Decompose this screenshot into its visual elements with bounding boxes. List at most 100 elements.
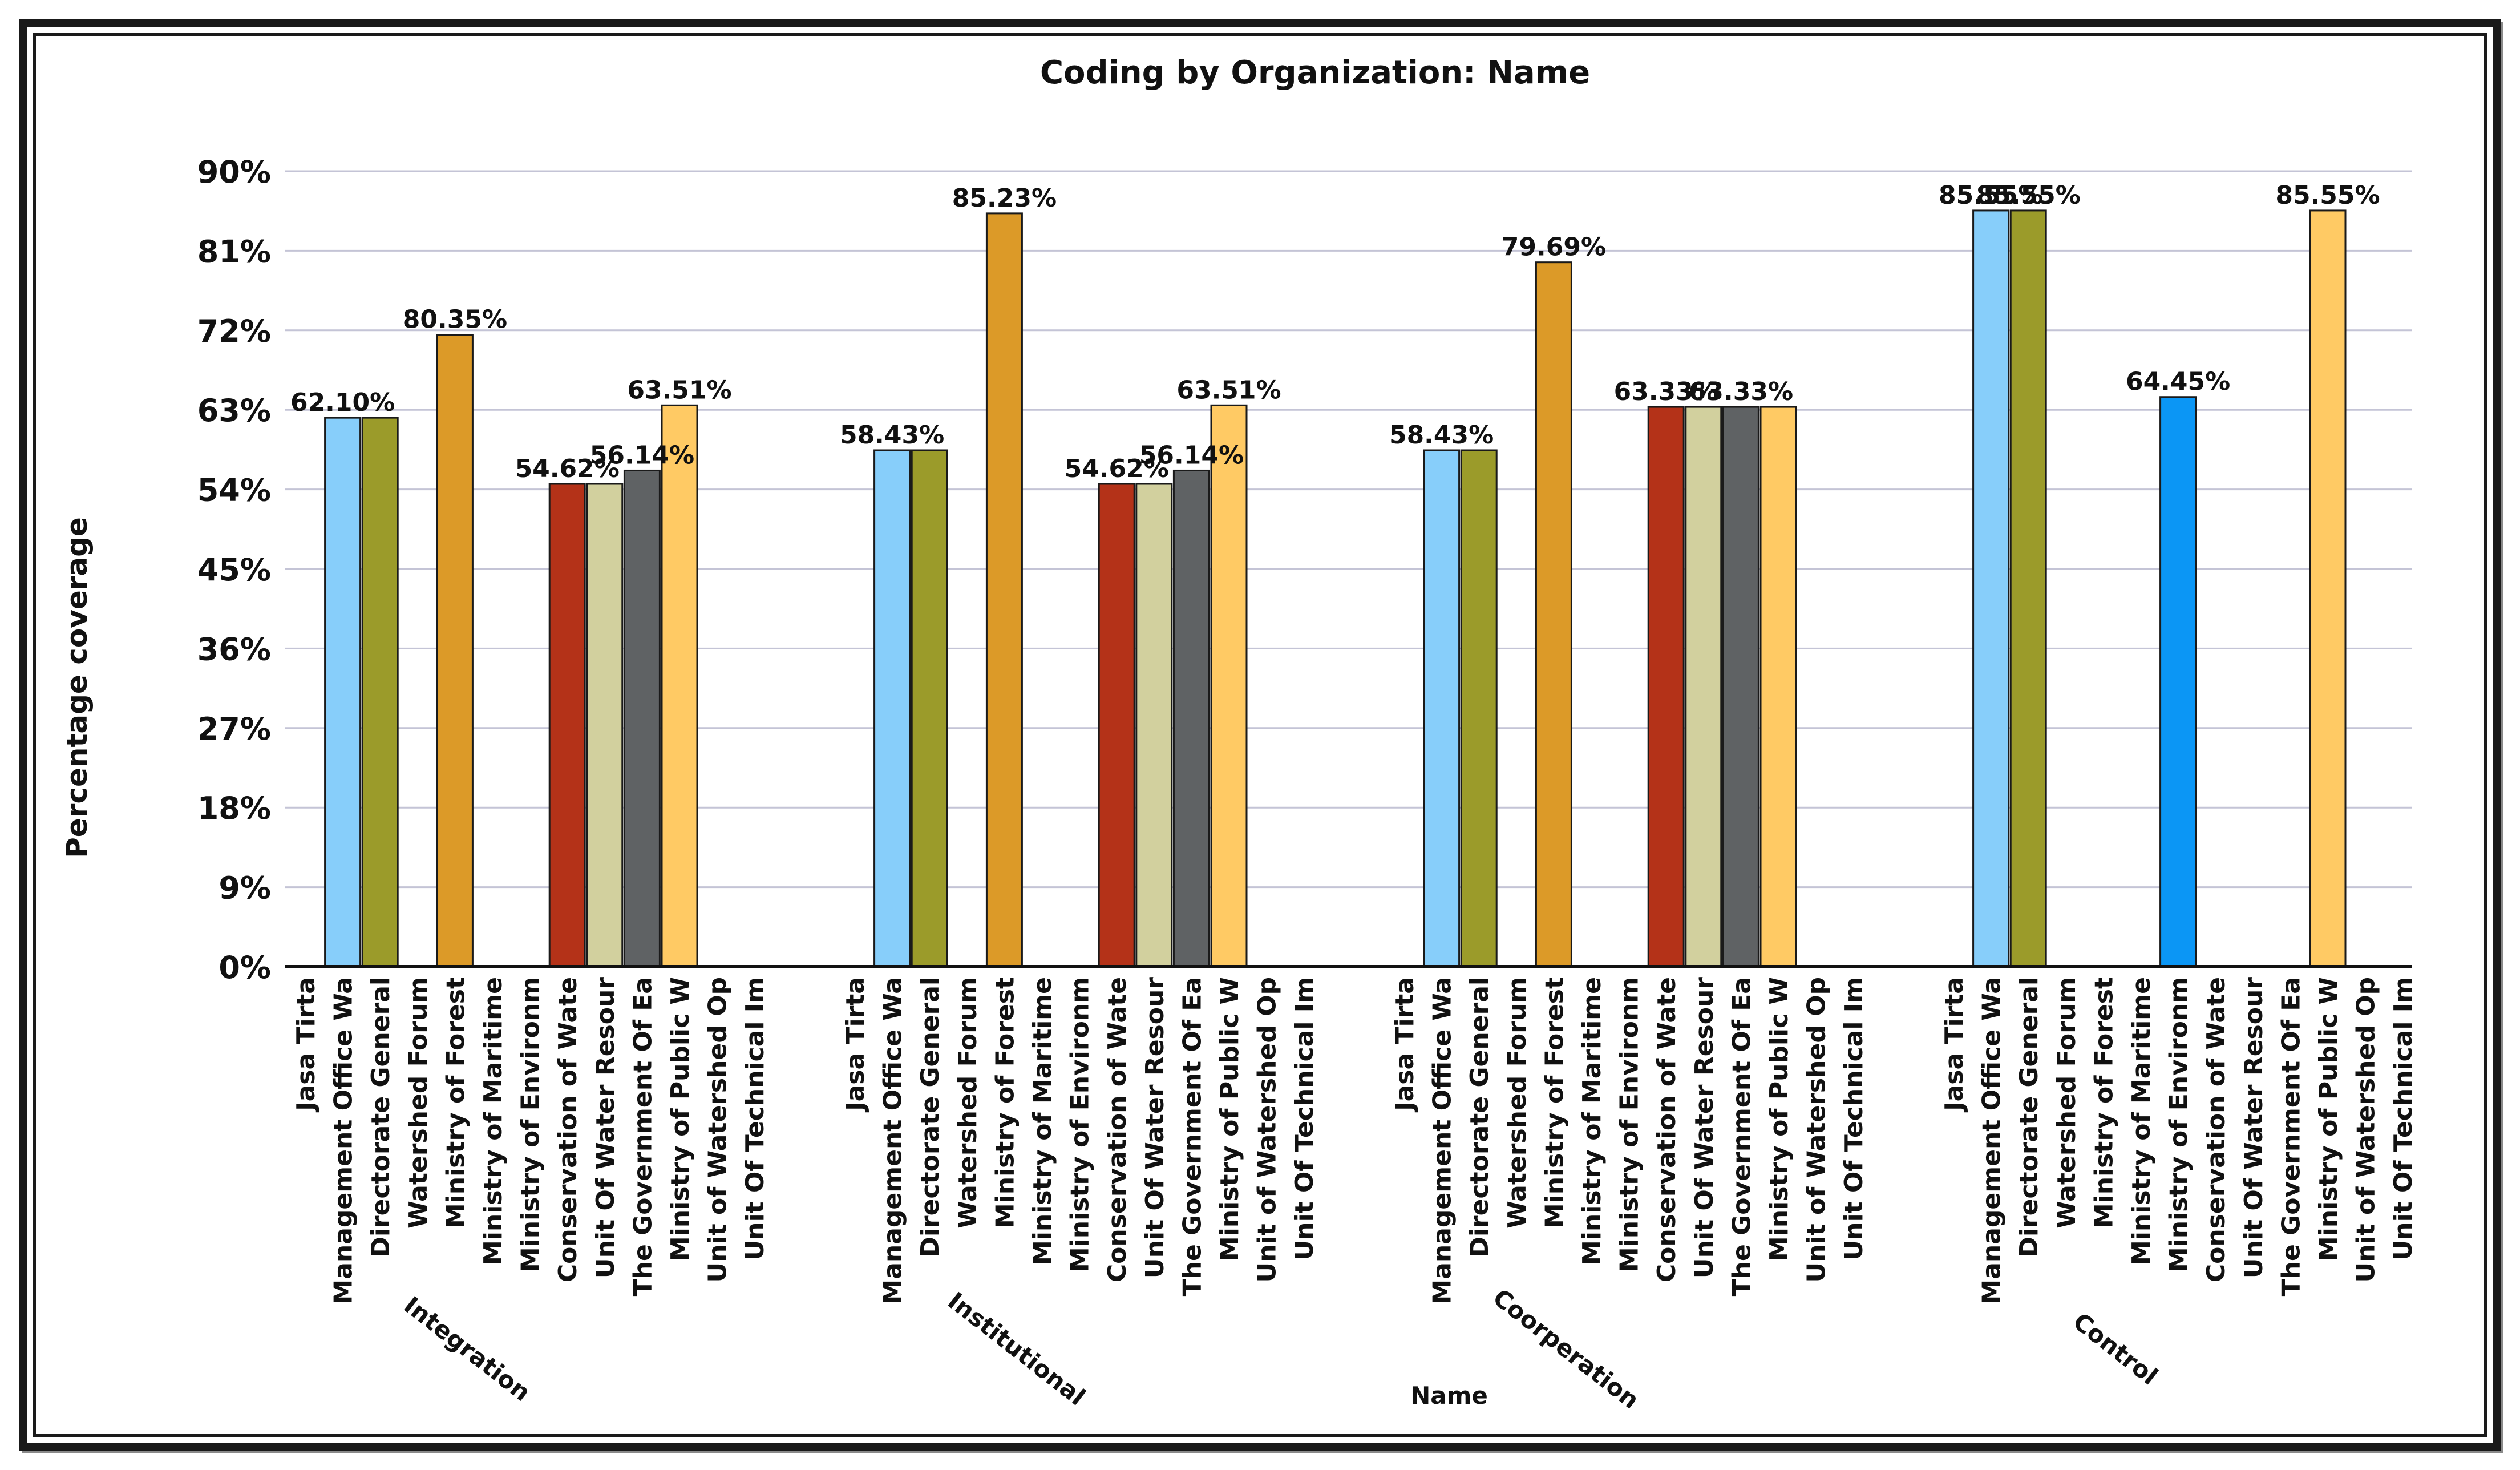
x-axis-category-labels: Jasa Tirta Management Office Wa Directorat… (292, 977, 2418, 1305)
x-tick-label: Watershed Forum (404, 977, 433, 1229)
x-tick-label: Ministry of Maritime (2127, 977, 2156, 1265)
bar-coorperation-directorate-general (1460, 449, 1498, 968)
x-tick-label: Ministry of Environm (1615, 977, 1644, 1272)
x-tick-label: Directorate General (366, 977, 395, 1258)
x-tick-label: Ministry of Environm (1066, 977, 1095, 1272)
bar-integration-ministry-of-forest (436, 334, 474, 968)
data-labels: 62.10%80.35%54.62%56.14%63.51%58.43%85.2… (290, 181, 2380, 483)
x-tick-label: Unit of Watershed Op (1253, 977, 1282, 1282)
x-tick-label: Unit Of Water Resour (1140, 977, 1170, 1278)
x-tick-label: Ministry of Environm (516, 977, 545, 1272)
x-tick-label: Watershed Forum (1503, 977, 1532, 1229)
data-label: 63.33% (1689, 377, 1793, 406)
bar-control-directorate-general (2009, 209, 2047, 968)
x-tick-label: The Government Of Ea (1727, 977, 1756, 1296)
y-tick-label: 0% (219, 950, 271, 986)
x-tick-label: Directorate General (916, 977, 945, 1258)
bar-institutional-ministry-of-forest (985, 212, 1023, 968)
chart-frame-outer (19, 19, 2501, 1451)
x-tick-label: Jasa Tirta (1390, 977, 1419, 1113)
bar-institutional-ministry-of-public-w (1210, 404, 1248, 968)
x-tick-label: Jasa Tirta (292, 977, 321, 1113)
x-tick-label: Watershed Forum (2052, 977, 2081, 1229)
chart-title: Coding by Organization: Name (1040, 54, 1590, 91)
y-tick-label: 72% (197, 313, 271, 349)
x-tick-label: The Government Of Ea (628, 977, 657, 1296)
x-tick-label: Ministry of Forest (441, 977, 470, 1228)
bar-institutional-conservation-of-wate (1098, 483, 1135, 968)
x-tick-label: Management Office Wa (1977, 977, 2007, 1305)
bar-control-management-office-wa (1972, 209, 2010, 968)
x-tick-label: Conservation of Wate (1652, 977, 1681, 1282)
data-label: 58.43% (1389, 421, 1494, 450)
data-label: 56.14% (1139, 441, 1244, 470)
x-tick-label: Management Office Wa (1428, 977, 1457, 1305)
x-tick-label: Ministry of Public W (1215, 977, 1244, 1261)
x-tick-label: Ministry of Maritime (479, 977, 508, 1265)
x-tick-label: Unit Of Water Resour (591, 977, 620, 1278)
data-label: 56.14% (590, 441, 694, 470)
x-tick-label: Unit Of Technical Im (2389, 977, 2418, 1261)
x-tick-label: Conservation of Wate (1103, 977, 1132, 1282)
bar-coorperation-ministry-of-public-w (1759, 406, 1797, 968)
x-tick-label: Unit Of Technical Im (1290, 977, 1319, 1261)
y-axis-ticks: 0% 9% 18% 27% 36% 45% 54% 63% 72% 81% 90% (197, 154, 271, 986)
y-tick-label: 36% (197, 631, 271, 667)
bar-coorperation-conservation-of-wate (1647, 406, 1685, 968)
y-tick-label: 63% (197, 393, 271, 429)
bar-integration-management-office-wa (324, 417, 362, 968)
bar-integration-conservation-of-wate (548, 483, 586, 968)
x-tick-label: Ministry of Forest (990, 977, 1020, 1228)
data-label: 58.43% (840, 421, 944, 450)
bar-coorperation-ministry-of-forest (1535, 261, 1572, 968)
x-tick-label: Unit Of Technical Im (1839, 977, 1868, 1261)
bar-institutional-directorate-general (911, 449, 948, 968)
data-label: 85.55% (2275, 181, 2380, 210)
data-label: 54.62% (515, 454, 620, 483)
x-tick-label: Conservation of Wate (553, 977, 583, 1282)
y-axis-title: Percentage coverage (60, 517, 94, 858)
x-tick-label: The Government Of Ea (2276, 977, 2305, 1296)
x-tick-label: Conservation of Wate (2202, 977, 2231, 1282)
x-tick-label: Unit Of Water Resour (2239, 977, 2268, 1278)
x-tick-label: Unit of Watershed Op (703, 977, 733, 1282)
data-label: 80.35% (403, 305, 507, 334)
x-tick-label: Ministry of Forest (1540, 977, 1569, 1228)
x-tick-label: Management Office Wa (329, 977, 358, 1305)
x-tick-label: Unit of Watershed Op (2352, 977, 2381, 1282)
x-tick-label: Unit Of Water Resour (1690, 977, 1719, 1278)
bar-integration-ministry-of-public-w (661, 404, 698, 968)
y-tick-label: 45% (197, 552, 271, 588)
x-tick-label: Ministry of Forest (2089, 977, 2118, 1228)
bar-institutional-the-government-of-ea (1172, 469, 1210, 968)
x-tick-label: Ministry of Environm (2165, 977, 2194, 1272)
bar-integration-the-government-of-ea (623, 469, 661, 968)
y-tick-label: 9% (219, 870, 271, 906)
bar-control-ministry-of-environm (2159, 396, 2197, 968)
data-label: 85.55% (1976, 181, 2081, 210)
data-label: 85.55% (1939, 181, 2043, 210)
bar-integration-unit-of-water-resour (586, 483, 624, 968)
x-tick-label: Watershed Forum (953, 977, 982, 1229)
data-label: 54.62% (1065, 454, 1169, 483)
y-tick-label: 18% (197, 790, 271, 826)
x-tick-label: Unit Of Technical Im (741, 977, 770, 1261)
y-tick-label: 81% (197, 233, 271, 269)
x-tick-label: Ministry of Public W (1765, 977, 1794, 1261)
data-label: 62.10% (290, 388, 395, 417)
group-label-integration: Integration (399, 1291, 536, 1407)
data-label: 63.33% (1614, 377, 1718, 406)
bar-control-ministry-of-public-w (2309, 209, 2347, 968)
x-tick-label: Jasa Tirta (1940, 977, 1969, 1113)
bar-institutional-unit-of-water-resour (1135, 483, 1173, 968)
data-label: 63.51% (627, 375, 731, 405)
x-tick-label: Ministry of Maritime (1028, 977, 1057, 1265)
x-tick-label: Jasa Tirta (841, 977, 870, 1113)
bars (324, 209, 2347, 968)
group-label-coorperation: Coorperation (1488, 1283, 1645, 1415)
x-tick-label: Directorate General (1465, 977, 1494, 1258)
bar-coorperation-unit-of-water-resour (1685, 406, 1722, 968)
data-label: 63.51% (1176, 375, 1281, 405)
x-tick-label: Ministry of Maritime (1577, 977, 1607, 1265)
